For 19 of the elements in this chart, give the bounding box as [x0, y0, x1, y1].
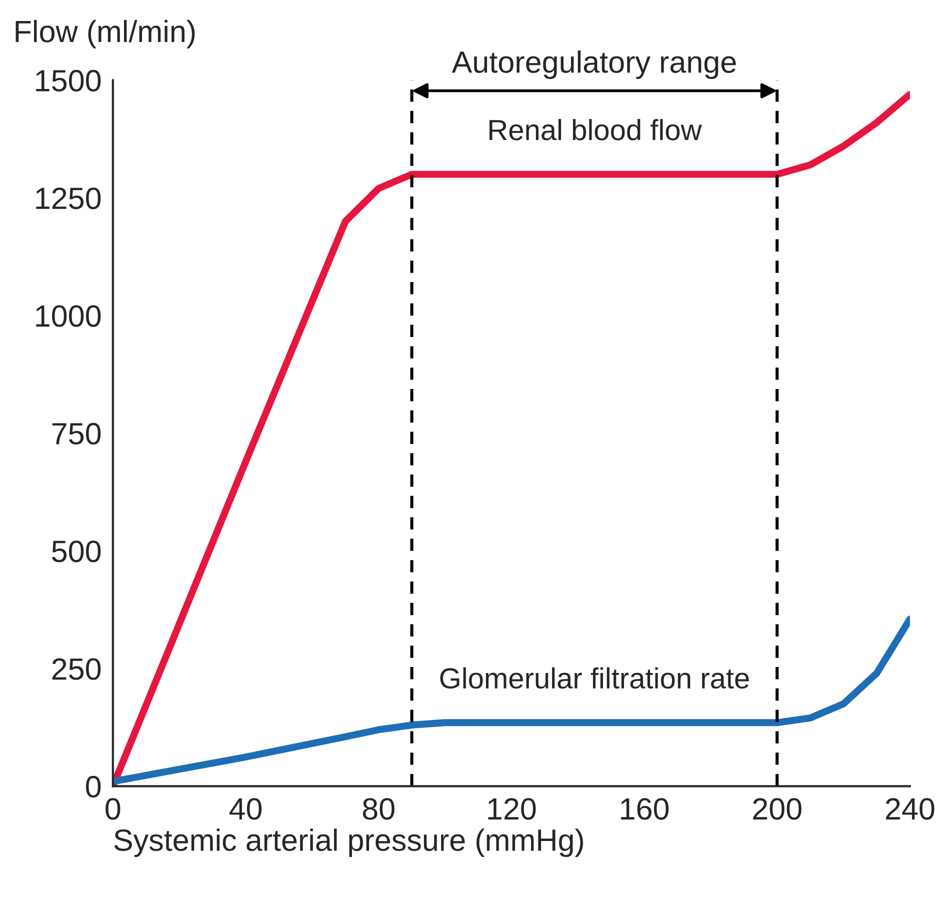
x-tick-label: 80: [362, 798, 394, 820]
text: Autoregulatory range: [452, 50, 736, 79]
series-label: Renal blood flow: [490, 119, 702, 140]
y-tick-label: 0: [86, 776, 101, 798]
x-tick-label: 0: [106, 798, 120, 820]
y-tick-label: 750: [52, 422, 101, 445]
x-tick-label: 200: [753, 798, 802, 820]
y-tick-label: 500: [52, 540, 101, 562]
y-tick-label: 1250: [36, 188, 101, 210]
y-tick-label: 250: [52, 658, 101, 680]
x-tick-label: 40: [229, 798, 262, 820]
x-axis-title: Systemic arterial pressure (mmHg): [114, 828, 584, 858]
x-tick-label: 240: [886, 798, 934, 820]
x-tick-label: 120: [488, 798, 536, 820]
series-label: Glomerular filtration rate: [440, 667, 749, 689]
y-axis-title: Flow (ml/min): [16, 20, 195, 48]
x-tick-label: 160: [621, 798, 669, 820]
y-tick-label: 1000: [36, 305, 101, 327]
y-tick-label: 1500: [36, 70, 101, 92]
